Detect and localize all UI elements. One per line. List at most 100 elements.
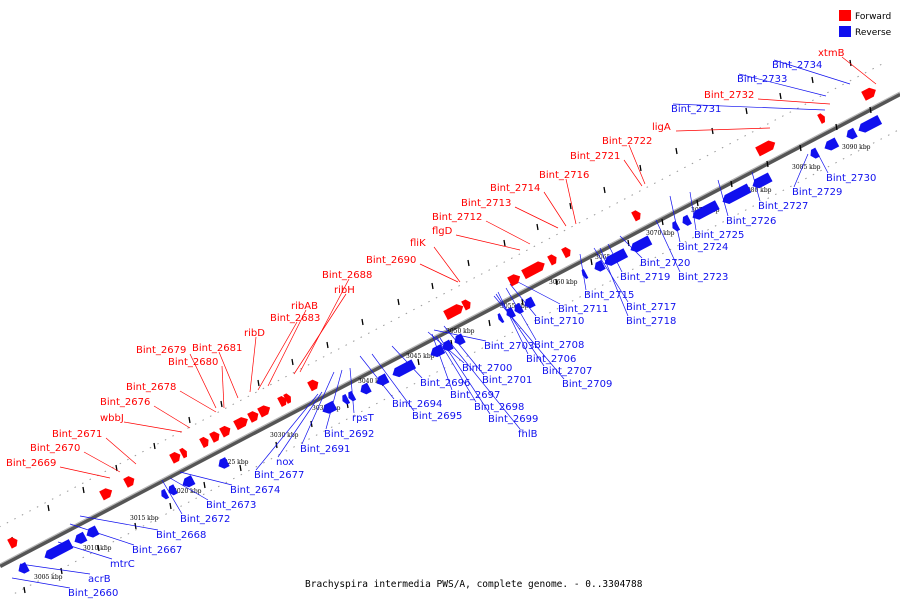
reverse-gene[interactable] [159, 488, 170, 501]
reverse-gene[interactable] [440, 339, 454, 354]
reverse-gene-label[interactable]: Bint_2674 [230, 485, 280, 496]
forward-gene[interactable] [307, 378, 321, 392]
forward-gene-label[interactable]: Bint_2688 [322, 270, 372, 281]
reverse-gene-label[interactable]: Bint_2710 [534, 316, 584, 327]
reverse-gene[interactable] [690, 200, 720, 222]
reverse-gene[interactable] [580, 269, 589, 280]
forward-gene-label[interactable]: ribAB [291, 301, 318, 312]
forward-gene-label[interactable]: Bint_2713 [461, 198, 511, 209]
forward-gene[interactable] [443, 302, 465, 320]
forward-gene[interactable] [219, 424, 233, 438]
reverse-gene-label[interactable]: Bint_2677 [254, 470, 304, 481]
forward-gene[interactable] [507, 272, 522, 287]
reverse-gene[interactable] [320, 400, 338, 416]
reverse-gene[interactable] [822, 137, 840, 152]
forward-gene[interactable] [631, 209, 643, 222]
reverse-gene-label[interactable]: Bint_2699 [488, 414, 538, 425]
reverse-gene[interactable] [346, 390, 357, 403]
reverse-gene[interactable] [680, 214, 692, 228]
reverse-gene[interactable] [592, 259, 606, 274]
forward-gene[interactable] [199, 435, 211, 448]
forward-gene-label[interactable]: Bint_2669 [6, 458, 56, 469]
reverse-gene-label[interactable]: Bint_2734 [772, 60, 822, 71]
forward-gene-label[interactable]: flgD [432, 226, 453, 237]
reverse-gene[interactable] [166, 484, 178, 497]
reverse-gene[interactable] [670, 220, 681, 233]
reverse-gene-label[interactable]: Bint_2700 [462, 363, 512, 374]
reverse-gene[interactable] [374, 373, 390, 387]
reverse-gene-label[interactable]: Bint_2672 [180, 514, 230, 525]
reverse-gene[interactable] [452, 333, 466, 347]
forward-gene[interactable] [169, 450, 183, 464]
forward-gene[interactable] [283, 392, 293, 404]
reverse-gene-label[interactable]: Bint_2696 [420, 378, 470, 389]
forward-gene-label[interactable]: xtmB [818, 48, 845, 59]
forward-gene[interactable] [123, 474, 137, 488]
forward-gene-label[interactable]: Bint_2690 [366, 255, 416, 266]
reverse-gene-label[interactable]: Bint_2694 [392, 399, 442, 410]
reverse-gene[interactable] [16, 562, 30, 576]
forward-gene[interactable] [861, 85, 878, 101]
reverse-gene-label[interactable]: Bint_2726 [726, 216, 776, 227]
reverse-gene-label[interactable]: Bint_2719 [620, 272, 670, 283]
reverse-gene[interactable] [72, 531, 88, 546]
reverse-gene-label[interactable]: Bint_2708 [534, 340, 584, 351]
forward-gene-label[interactable]: Bint_2681 [192, 343, 242, 354]
reverse-gene-label[interactable]: Bint_2691 [300, 444, 350, 455]
forward-gene-label[interactable]: Bint_2716 [539, 170, 589, 181]
forward-gene-label[interactable]: Bint_2722 [602, 136, 652, 147]
reverse-gene[interactable] [42, 539, 74, 562]
reverse-gene-label[interactable]: Bint_2711 [558, 304, 608, 315]
reverse-gene-label[interactable]: Bint_2715 [584, 290, 634, 301]
forward-gene[interactable] [521, 259, 547, 280]
reverse-gene-label[interactable]: Bint_2718 [626, 316, 676, 327]
reverse-gene[interactable] [84, 525, 100, 539]
forward-gene[interactable] [233, 415, 250, 431]
reverse-gene-label[interactable]: Bint_2724 [678, 242, 728, 253]
reverse-gene[interactable] [428, 344, 446, 359]
forward-gene-label[interactable]: ribD [244, 328, 265, 339]
reverse-gene-label[interactable]: Bint_2697 [450, 390, 500, 401]
forward-gene[interactable] [817, 112, 827, 124]
forward-gene[interactable] [755, 138, 777, 157]
forward-gene-label[interactable]: ligA [652, 122, 671, 133]
reverse-gene[interactable] [390, 359, 417, 379]
reverse-gene-label[interactable]: Bint_2730 [826, 173, 876, 184]
reverse-gene[interactable] [856, 114, 883, 135]
reverse-gene[interactable] [628, 235, 653, 254]
reverse-gene[interactable] [216, 457, 230, 471]
forward-gene-label[interactable]: Bint_2714 [490, 183, 540, 194]
reverse-gene[interactable] [844, 127, 858, 142]
reverse-gene-label[interactable]: Bint_2706 [526, 354, 576, 365]
reverse-gene-label[interactable]: Bint_2703 [484, 341, 534, 352]
forward-gene-label[interactable]: Bint_2676 [100, 397, 150, 408]
reverse-gene-label[interactable]: Bint_2733 [737, 74, 787, 85]
reverse-gene-label[interactable]: acrB [88, 574, 111, 585]
forward-gene[interactable] [99, 486, 114, 501]
reverse-gene-label[interactable]: Bint_2673 [206, 500, 256, 511]
reverse-gene-label[interactable]: Bint_2695 [412, 411, 462, 422]
reverse-gene[interactable] [750, 172, 773, 190]
reverse-gene[interactable] [358, 382, 372, 397]
forward-gene-label[interactable]: ribH [334, 285, 355, 296]
reverse-gene-label[interactable]: Bint_2692 [324, 429, 374, 440]
reverse-gene[interactable] [340, 393, 351, 406]
forward-gene-label[interactable]: Bint_2721 [570, 151, 620, 162]
reverse-gene-label[interactable]: rpsT [352, 413, 375, 424]
forward-gene-label[interactable]: Bint_2670 [30, 443, 80, 454]
forward-gene[interactable] [277, 394, 289, 408]
reverse-gene[interactable] [512, 302, 524, 316]
reverse-gene-label[interactable]: Bint_2667 [132, 545, 182, 556]
reverse-gene-label[interactable]: Bint_2709 [562, 379, 612, 390]
forward-gene-label[interactable]: Bint_2680 [168, 357, 218, 368]
forward-gene-label[interactable]: wbbJ [100, 413, 124, 424]
reverse-gene-label[interactable]: Bint_2727 [758, 201, 808, 212]
forward-gene-label[interactable]: Bint_2683 [270, 313, 320, 324]
reverse-gene-label[interactable]: Bint_2707 [542, 366, 592, 377]
forward-gene[interactable] [461, 298, 473, 311]
forward-gene-label[interactable]: Bint_2671 [52, 429, 102, 440]
reverse-gene-label[interactable]: Bint_2701 [482, 375, 532, 386]
forward-gene[interactable] [257, 403, 272, 418]
forward-gene-label[interactable]: Bint_2679 [136, 345, 186, 356]
reverse-gene[interactable] [602, 248, 629, 268]
